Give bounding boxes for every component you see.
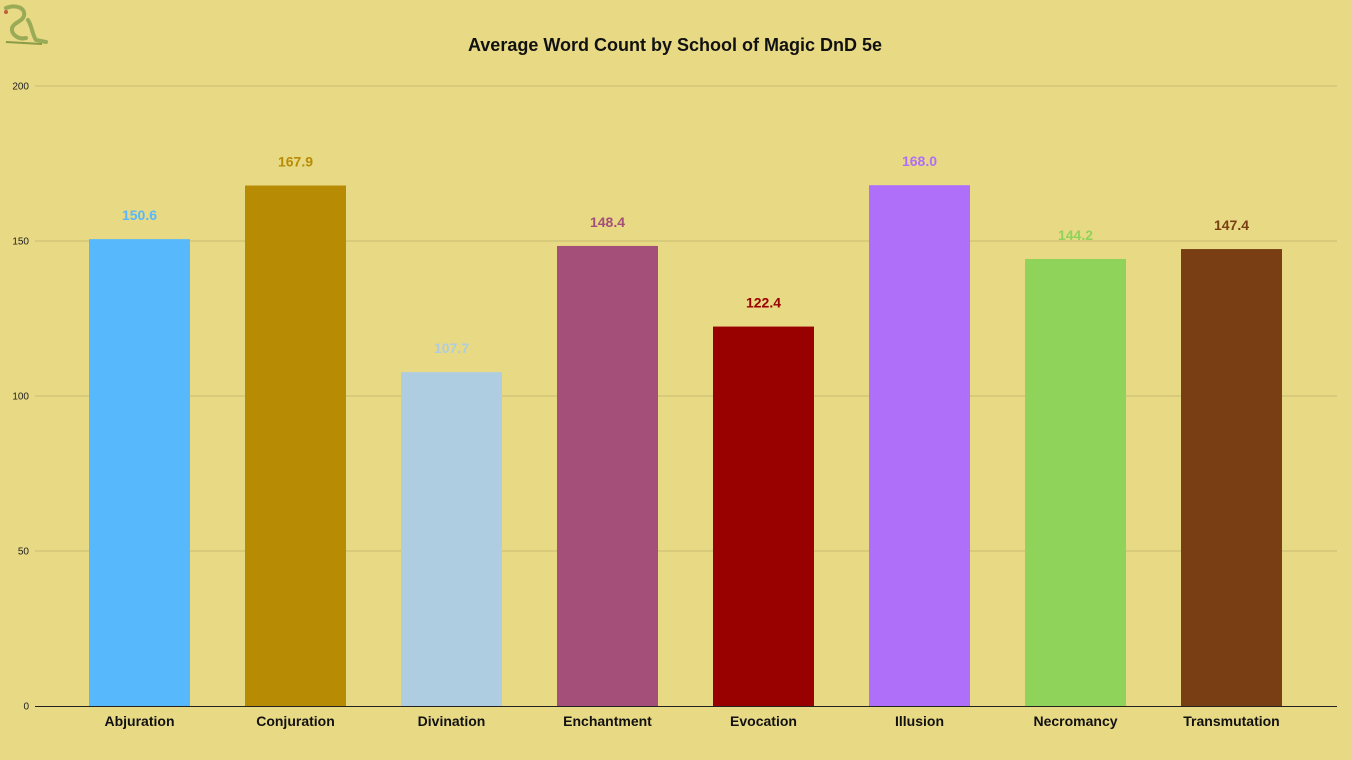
data-label: 150.6 bbox=[122, 207, 157, 223]
x-tick-label: Abjuration bbox=[105, 713, 175, 729]
data-label: 147.4 bbox=[1214, 217, 1249, 233]
y-tick-label: 50 bbox=[18, 547, 30, 558]
x-tick-label: Transmutation bbox=[1183, 713, 1279, 729]
data-label: 168.0 bbox=[902, 153, 937, 169]
data-label: 107.7 bbox=[434, 340, 469, 356]
gridlines bbox=[35, 85, 1337, 552]
x-axis-ticks: Abjuration Conjuration Divination Enchantme… bbox=[105, 713, 1280, 729]
data-label: 122.4 bbox=[746, 295, 781, 311]
x-tick-label: Necromancy bbox=[1033, 713, 1117, 729]
data-label: 167.9 bbox=[278, 154, 313, 170]
bar bbox=[557, 245, 658, 706]
x-tick-label: Conjuration bbox=[256, 713, 335, 729]
chart-title: Average Word Count by School of Magic Dn… bbox=[468, 35, 882, 55]
bar bbox=[245, 185, 346, 706]
x-tick-label: Illusion bbox=[895, 713, 944, 729]
bar bbox=[1025, 258, 1126, 706]
x-tick-label: Evocation bbox=[730, 713, 797, 729]
y-tick-label: 150 bbox=[12, 237, 29, 248]
bar bbox=[869, 185, 970, 706]
dragon-logo-icon bbox=[4, 4, 48, 45]
bar bbox=[89, 239, 190, 706]
y-tick-label: 100 bbox=[12, 392, 29, 403]
bars bbox=[89, 185, 1282, 706]
data-label: 148.4 bbox=[590, 214, 625, 230]
x-tick-label: Enchantment bbox=[563, 713, 652, 729]
y-tick-label: 0 bbox=[23, 702, 29, 713]
data-label: 144.2 bbox=[1058, 227, 1093, 243]
bar bbox=[401, 372, 502, 706]
bar bbox=[1181, 249, 1282, 706]
y-axis-ticks: 0 50 100 150 200 bbox=[12, 82, 29, 713]
x-tick-label: Divination bbox=[418, 713, 486, 729]
y-tick-label: 200 bbox=[12, 82, 29, 93]
data-labels: 150.6 167.9 107.7 148.4 122.4 168.0 144.2 147.4 bbox=[122, 153, 1249, 356]
bar bbox=[713, 326, 814, 706]
